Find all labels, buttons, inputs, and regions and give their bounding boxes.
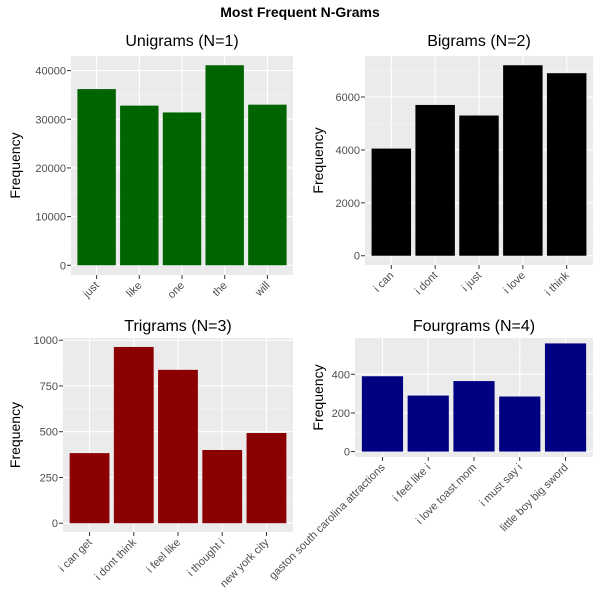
bar-i-can-get — [69, 453, 110, 524]
y-tick-label: 250 — [40, 472, 58, 484]
panel-title: Unigrams (N=1) — [125, 33, 238, 50]
x-tick-label: one — [166, 280, 187, 301]
x-tick-label: like — [124, 280, 144, 300]
y-tick-label: 10000 — [35, 212, 66, 224]
bar-i-love — [503, 65, 543, 256]
y-tick-label: 750 — [40, 381, 58, 393]
chart-panel-1: 0 10000 20000 30000 40000 just like one the will U… — [7, 33, 293, 301]
y-tick-label: 0 — [344, 447, 350, 459]
bar-one — [162, 112, 202, 266]
bar-i-just — [459, 115, 499, 256]
y-axis-label: Frequency — [7, 132, 23, 198]
panel-title: Fourgrams (N=4) — [413, 318, 535, 335]
bar-i-think — [546, 73, 587, 256]
x-tick-label: i feel like — [144, 537, 183, 576]
bar-gaston-south-carolina-attractions — [361, 376, 404, 452]
bar-will — [248, 104, 287, 266]
y-tick-label: 0 — [52, 518, 58, 530]
x-tick-label: i dont think — [93, 536, 139, 582]
y-tick-label: 20000 — [35, 163, 66, 175]
x-tick-label: i think — [543, 269, 572, 298]
y-tick-label: 200 — [332, 408, 350, 420]
bar-i-dont-think — [113, 346, 154, 524]
y-tick-label: 0 — [60, 260, 66, 272]
y-tick-label: 30000 — [35, 114, 66, 126]
y-tick-label: 6000 — [336, 92, 360, 104]
bar-little-boy-big-sword — [544, 343, 587, 452]
x-tick-label: i dont — [413, 270, 441, 298]
y-axis-label: Frequency — [310, 364, 326, 430]
y-axis-label: Frequency — [310, 127, 326, 193]
bar-new-york-city — [246, 432, 287, 524]
x-tick-label: i just — [460, 270, 484, 294]
x-tick-label: i can — [372, 270, 397, 295]
bar-just — [77, 89, 116, 266]
y-tick-label: 2000 — [336, 198, 360, 210]
bar-like — [120, 105, 159, 266]
bar-the — [205, 65, 244, 266]
bar-i-can — [371, 148, 412, 256]
bar-i-must-say-i — [499, 396, 541, 452]
y-tick-label: 0 — [354, 251, 360, 263]
y-tick-label: 1000 — [34, 335, 58, 347]
bar-i-dont — [415, 104, 455, 256]
x-tick-label: will — [253, 280, 273, 300]
x-tick-label: i can get — [57, 537, 95, 575]
x-tick-label: the — [211, 280, 230, 299]
y-axis-label: Frequency — [7, 402, 23, 468]
y-tick-label: 500 — [40, 427, 58, 439]
x-tick-label: i feel like i — [391, 462, 434, 505]
x-tick-label: i thought i — [185, 537, 227, 579]
bar-i-love-toast-mom — [453, 381, 495, 452]
x-tick-label: i must say i — [478, 462, 525, 509]
x-tick-label: just — [80, 280, 101, 301]
panel-title: Bigrams (N=2) — [427, 33, 531, 50]
main-title: Most Frequent N-Grams — [220, 4, 380, 20]
bar-i-thought-i — [202, 450, 243, 524]
x-tick-label: i love — [501, 270, 528, 297]
panel-title: Trigrams (N=3) — [124, 318, 231, 335]
chart-panel-2: 0 2000 4000 6000 i can i dont i just i love i th… — [310, 33, 593, 298]
bar-i-feel-like-i — [407, 395, 449, 452]
y-tick-label: 400 — [332, 369, 350, 381]
y-tick-label: 4000 — [336, 145, 360, 157]
bar-i-feel-like — [158, 369, 198, 524]
y-tick-label: 40000 — [35, 66, 66, 78]
